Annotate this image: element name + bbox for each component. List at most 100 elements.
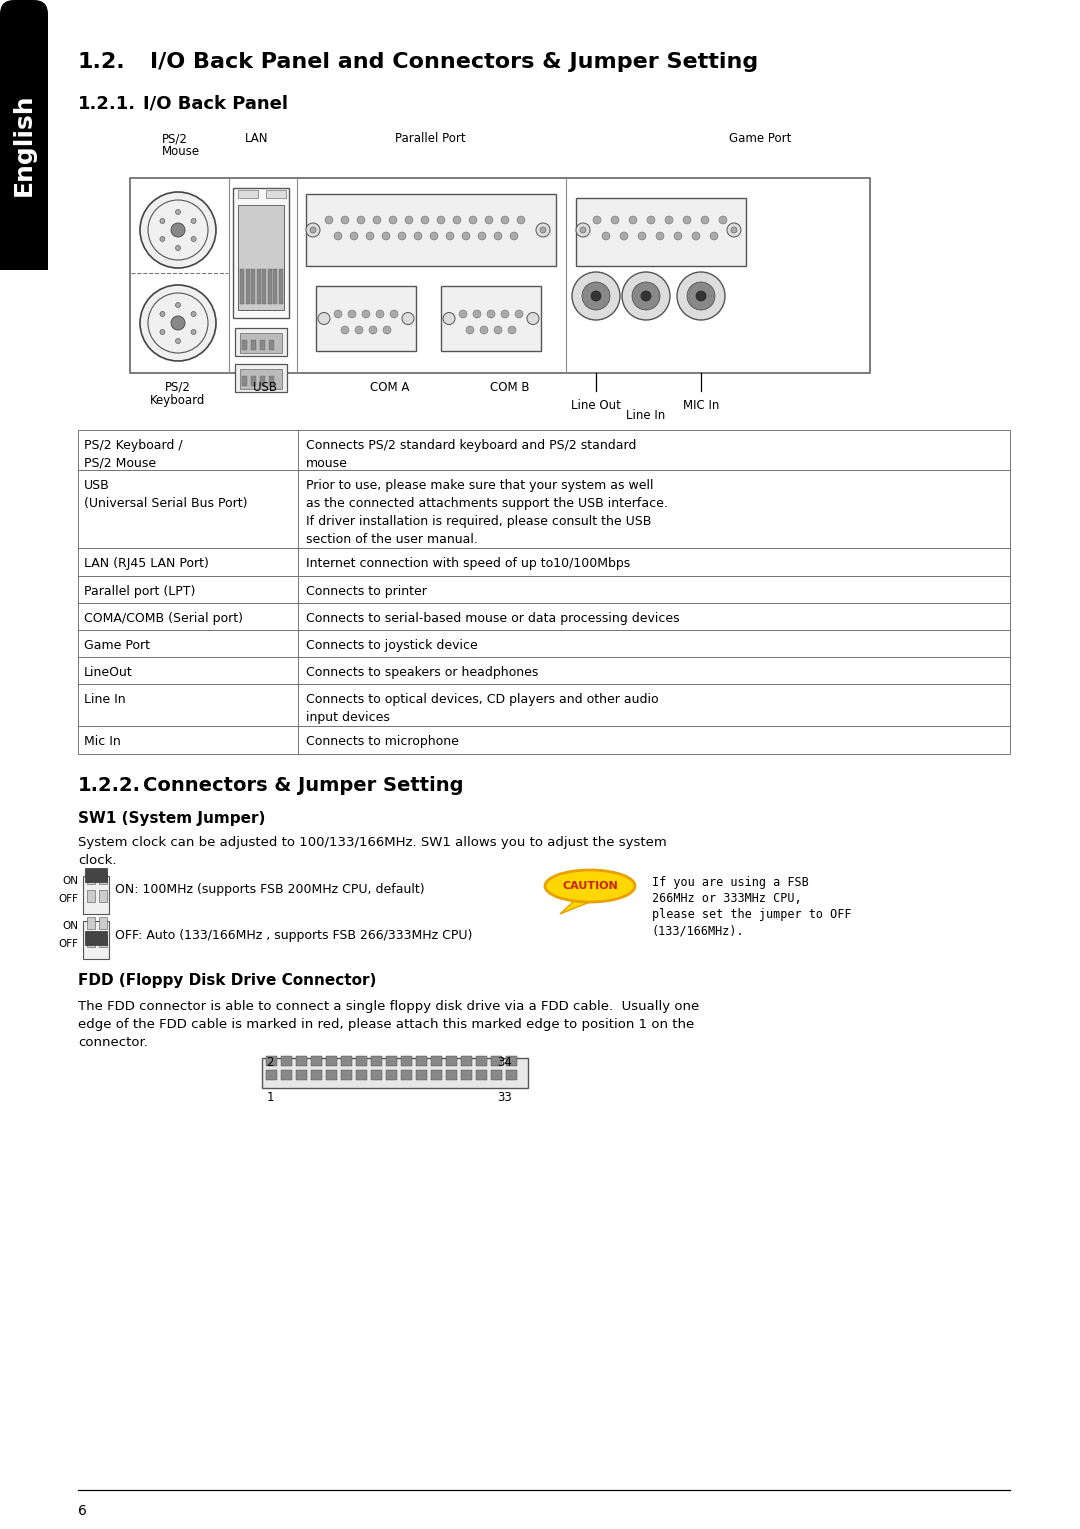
Circle shape	[731, 226, 737, 232]
Text: Prior to use, please make sure that your system as well: Prior to use, please make sure that your…	[306, 479, 653, 492]
Text: ON: ON	[62, 920, 78, 931]
Bar	[85, 931, 107, 945]
Circle shape	[334, 310, 342, 318]
Text: If driver installation is required, please consult the USB: If driver installation is required, plea…	[306, 515, 651, 528]
Circle shape	[469, 216, 477, 225]
Text: section of the user manual.: section of the user manual.	[306, 534, 477, 546]
Bar	[281, 1057, 292, 1066]
Text: I/O Back Panel and Connectors & Jumper Setting: I/O Back Panel and Connectors & Jumper S…	[150, 52, 758, 72]
Circle shape	[580, 226, 586, 232]
Bar	[78, 683, 1010, 726]
Circle shape	[540, 226, 546, 232]
Text: ON: 100MHz (supports FSB 200MHz CPU, default): ON: 100MHz (supports FSB 200MHz CPU, def…	[114, 884, 424, 896]
Text: LineOut: LineOut	[84, 667, 133, 679]
Circle shape	[421, 216, 429, 225]
Bar	[240, 368, 282, 388]
Text: 2: 2	[267, 1057, 273, 1069]
Circle shape	[341, 326, 349, 333]
Text: Connects to microphone: Connects to microphone	[306, 735, 459, 748]
Circle shape	[383, 326, 391, 333]
Bar	[242, 339, 247, 350]
Bar	[281, 1070, 292, 1079]
Text: PS/2 Keyboard /: PS/2 Keyboard /	[84, 439, 183, 453]
Text: SW1 (System Jumper): SW1 (System Jumper)	[78, 810, 266, 826]
Bar	[240, 269, 244, 304]
Bar	[78, 657, 1010, 683]
Bar	[262, 269, 266, 304]
Text: The FDD connector is able to connect a single floppy disk drive via a FDD cable.: The FDD connector is able to connect a s…	[78, 1000, 699, 1014]
Bar	[386, 1070, 397, 1079]
Circle shape	[366, 232, 374, 240]
Circle shape	[473, 310, 481, 318]
Bar	[446, 1057, 457, 1066]
Text: System clock can be adjusted to 100/133/166MHz. SW1 allows you to adjust the sys: System clock can be adjusted to 100/133/…	[78, 836, 666, 849]
Circle shape	[510, 232, 518, 240]
Text: Connects PS/2 standard keyboard and PS/2 standard: Connects PS/2 standard keyboard and PS/2…	[306, 439, 636, 453]
Circle shape	[485, 216, 492, 225]
Bar	[491, 1057, 502, 1066]
Circle shape	[160, 237, 165, 242]
Bar	[316, 286, 416, 352]
Text: 33: 33	[498, 1092, 512, 1104]
Text: Internet connection with speed of up to10/100Mbps: Internet connection with speed of up to1…	[306, 557, 631, 570]
Circle shape	[677, 272, 725, 320]
Text: Parallel port (LPT): Parallel port (LPT)	[84, 586, 195, 598]
Text: Game Port: Game Port	[729, 131, 792, 145]
Text: OFF: OFF	[58, 894, 78, 904]
Bar	[576, 197, 746, 266]
Bar	[0, 135, 48, 271]
Bar	[245, 269, 249, 304]
Text: ON: ON	[62, 876, 78, 885]
Bar	[296, 1057, 307, 1066]
Circle shape	[696, 291, 706, 301]
Text: PS/2: PS/2	[162, 131, 188, 145]
Bar	[401, 1070, 411, 1079]
Text: OFF: OFF	[58, 939, 78, 950]
Bar	[235, 329, 287, 356]
Text: LAN (RJ45 LAN Port): LAN (RJ45 LAN Port)	[84, 557, 208, 570]
Bar	[507, 1070, 517, 1079]
Circle shape	[160, 312, 165, 317]
Bar	[99, 936, 107, 946]
Text: mouse: mouse	[306, 457, 348, 469]
Text: (133/166MHz).: (133/166MHz).	[652, 924, 744, 937]
Circle shape	[348, 310, 356, 318]
Circle shape	[310, 226, 316, 232]
Text: Line In: Line In	[626, 408, 665, 422]
Bar	[262, 1058, 528, 1089]
Bar	[341, 1070, 352, 1079]
Text: 266MHz or 333MHz CPU,: 266MHz or 333MHz CPU,	[652, 891, 801, 905]
Bar	[266, 190, 286, 197]
Circle shape	[376, 310, 384, 318]
Text: 34: 34	[498, 1057, 512, 1069]
Circle shape	[171, 317, 185, 330]
Circle shape	[710, 232, 718, 240]
Bar	[83, 876, 109, 914]
Text: English: English	[12, 93, 36, 196]
Circle shape	[638, 232, 646, 240]
Bar	[257, 269, 260, 304]
Bar	[266, 1070, 276, 1079]
Circle shape	[602, 232, 610, 240]
Circle shape	[430, 232, 438, 240]
Text: Mouse: Mouse	[162, 145, 200, 157]
Circle shape	[632, 281, 660, 310]
Text: If you are using a FSB: If you are using a FSB	[652, 876, 809, 888]
Circle shape	[642, 291, 651, 301]
Circle shape	[517, 216, 525, 225]
Text: COM B: COM B	[490, 381, 530, 394]
Bar	[326, 1070, 337, 1079]
Text: 1.2.2.: 1.2.2.	[78, 777, 141, 795]
Text: Connectors & Jumper Setting: Connectors & Jumper Setting	[143, 777, 463, 795]
Circle shape	[572, 272, 620, 320]
Circle shape	[140, 284, 216, 361]
Text: please set the jumper to OFF: please set the jumper to OFF	[652, 908, 851, 920]
Circle shape	[355, 326, 363, 333]
Text: Connects to joystick device: Connects to joystick device	[306, 639, 477, 651]
Bar	[269, 339, 274, 350]
Circle shape	[175, 246, 180, 251]
Text: Line In: Line In	[84, 693, 125, 706]
Circle shape	[465, 326, 474, 333]
Bar	[233, 188, 289, 318]
Circle shape	[701, 216, 708, 225]
